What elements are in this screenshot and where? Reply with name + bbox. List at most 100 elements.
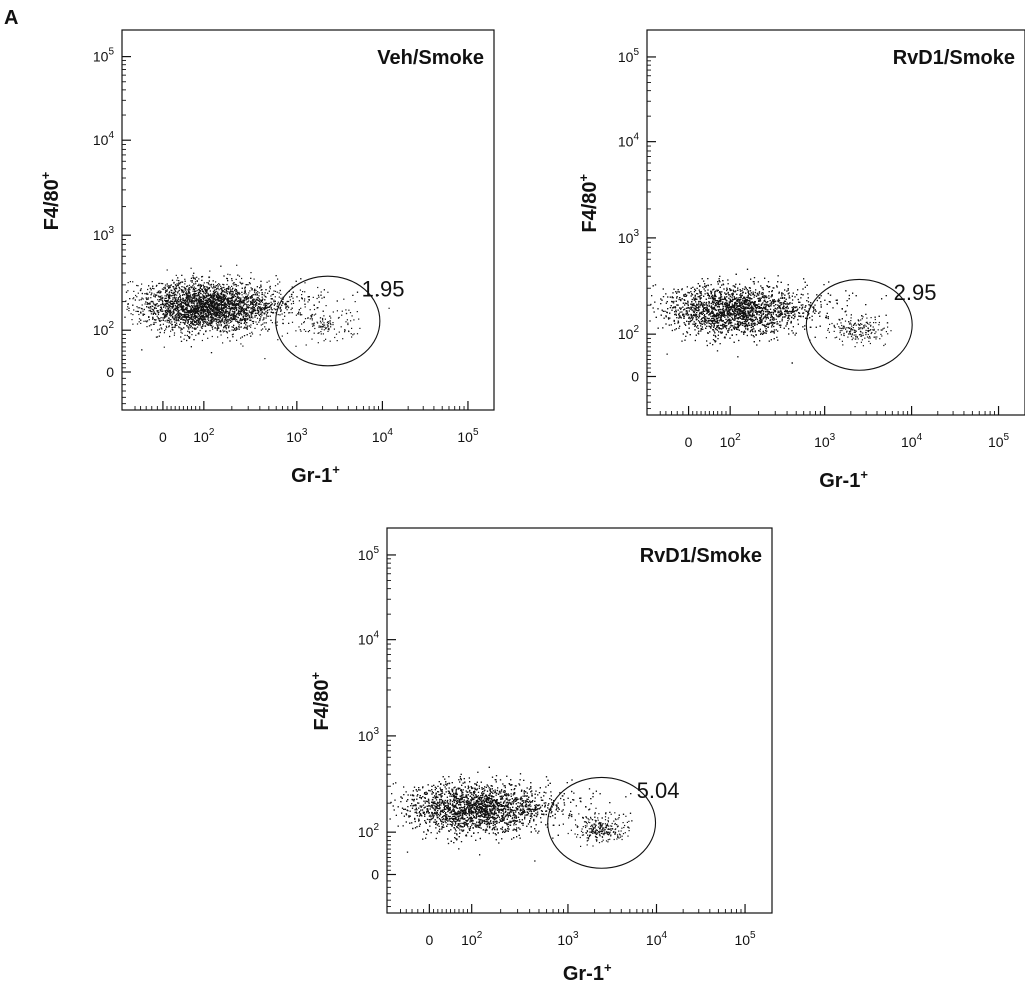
event-dot [152,310,154,312]
event-dot [260,280,262,282]
event-dot [171,323,173,326]
event-dot [167,303,169,305]
event-dot [171,326,173,328]
event-dot [171,289,173,292]
event-dot [192,316,194,318]
event-dot [187,321,189,323]
y-tick-exponent: 3 [108,225,114,236]
event-dot [220,311,222,313]
event-dot [268,302,270,304]
event-dot [191,321,193,324]
event-dot [173,292,175,295]
event-dot [221,304,223,306]
event-dot [193,319,195,321]
event-dot [212,293,214,295]
event-dot [242,311,244,313]
event-dot [230,290,232,293]
event-dot [164,311,167,313]
event-dot [269,288,271,290]
event-dot [285,303,287,306]
event-dot [264,305,266,307]
event-dot [322,323,324,325]
event-dot [165,301,167,303]
event-dot [260,311,262,313]
gate-ellipse [275,275,381,367]
event-dot [279,289,281,292]
event-dot [265,296,267,298]
event-dot [166,303,169,305]
event-dot [270,319,272,321]
event-dot [222,314,224,316]
event-dot [270,306,272,308]
event-dot [162,297,164,299]
event-dot [185,312,188,314]
event-dot [243,311,245,313]
event-dot [240,297,242,299]
event-dot [212,313,214,315]
event-dot [212,298,214,300]
event-dot [194,278,196,280]
event-dot [223,286,225,289]
event-dot [242,299,244,301]
event-dot [193,314,196,316]
event-dot [261,296,263,298]
event-dot [229,304,231,306]
event-dot [141,283,143,285]
event-dot [175,296,177,299]
event-dot [231,291,233,293]
event-dot [255,314,257,317]
event-dot [186,316,188,318]
event-dot [209,305,211,307]
event-dot [191,323,193,325]
event-dot [211,320,213,322]
event-dot [213,320,215,322]
event-dot [270,304,273,306]
event-dot [226,316,229,318]
event-dot [173,281,175,284]
event-dot [164,320,166,322]
event-dot [260,286,262,288]
event-dot [195,297,198,299]
event-dot [202,306,204,309]
event-dot [201,313,203,315]
event-dot [154,296,156,298]
event-dot [259,307,261,310]
event-dot [175,317,177,319]
event-dot [255,298,257,300]
event-dot [187,312,189,314]
event-dot [311,317,313,320]
event-dot [205,309,207,311]
event-dot [171,292,173,294]
event-dot [193,283,195,285]
event-dot [233,304,235,306]
event-dot [260,300,262,302]
event-dot [209,324,211,326]
event-dot [198,307,200,309]
event-dot [181,328,183,330]
event-dot [197,308,199,311]
event-dot [237,312,239,314]
event-dot [196,307,198,310]
event-dot [195,290,197,292]
event-dot [232,304,234,307]
event-dot [189,292,191,294]
event-dot [147,306,149,308]
event-dot [231,307,233,309]
event-dot [209,330,211,332]
event-dot [236,300,238,302]
event-dot [159,331,161,334]
y-tick-exponent: 5 [108,47,114,58]
event-dot [225,317,227,319]
event-dot [172,300,174,302]
event-dot [248,297,250,299]
event-dot [220,302,222,304]
event-dot [176,299,178,301]
event-dot [320,333,322,335]
event-dot [232,291,234,293]
event-dot [261,314,263,316]
x-tick-label: 105 [988,432,1010,450]
event-dot [204,309,206,311]
event-dot [191,318,194,320]
event-dot [312,323,315,325]
event-dot [225,310,227,312]
